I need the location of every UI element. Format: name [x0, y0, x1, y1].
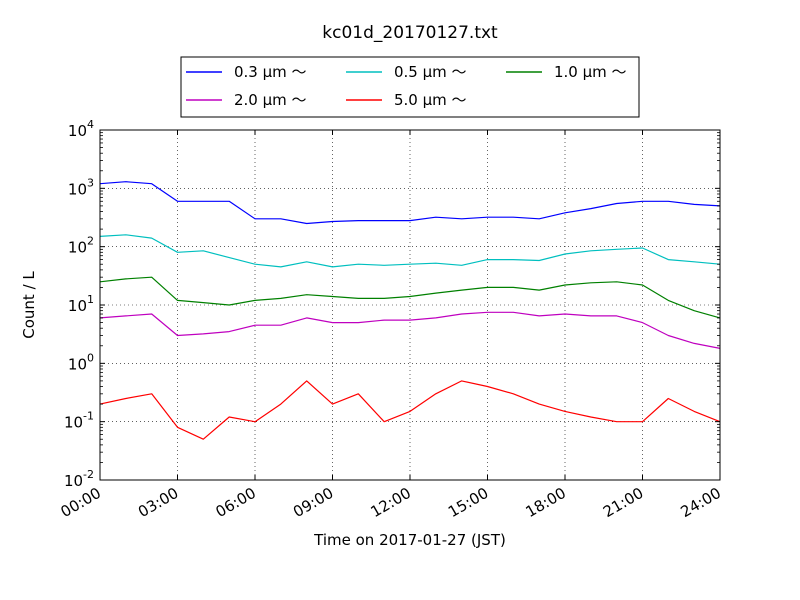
- legend-label-2: 0.5 μm ～: [394, 63, 467, 81]
- y-tick-label: 10-2: [64, 468, 94, 490]
- y-tick-label: 103: [68, 176, 94, 198]
- legend-label-3: 1.0 μm ～: [554, 63, 627, 81]
- legend-label-1: 0.3 μm ～: [234, 63, 307, 81]
- y-tick-label: 102: [68, 235, 94, 257]
- legend: 0.3 μm ～ 0.5 μm ～ 1.0 μm ～ 2.0 μm ～ 5.0 μm ～: [180, 56, 640, 118]
- x-tick-label: 15:00: [445, 484, 491, 521]
- y-tick-label: 104: [68, 118, 94, 140]
- legend-label-4: 2.0 μm ～: [234, 91, 307, 109]
- x-tick-label: 06:00: [213, 484, 259, 521]
- legend-label-5: 5.0 μm ～: [394, 91, 467, 109]
- y-tick-label: 101: [68, 293, 94, 315]
- series-line-4: [99, 311, 721, 349]
- legend-frame: [180, 56, 640, 118]
- series-layer: [99, 181, 721, 440]
- series-line-5: [99, 380, 721, 440]
- x-tick-label: 21:00: [600, 484, 646, 521]
- series-line-1: [99, 181, 721, 225]
- x-tick-label: 09:00: [290, 484, 336, 521]
- y-tick-label: 100: [68, 351, 94, 373]
- y-tick-label: 10-1: [64, 410, 94, 432]
- x-tick-label: 03:00: [135, 484, 181, 521]
- y-axis-label: Count / L: [20, 271, 38, 339]
- x-tick-label: 24:00: [678, 484, 724, 521]
- series-line-2: [99, 234, 721, 268]
- y-axis: 10-2 10-1 100 101 102 103 104: [64, 118, 720, 490]
- x-axis-label: Time on 2017-01-27 (JST): [313, 531, 506, 549]
- chart-title: kc01d_20170127.txt: [322, 23, 498, 43]
- series-line-3: [99, 276, 721, 319]
- grid-lines: [100, 130, 720, 480]
- x-axis: 00:00 03:00 06:00 09:00 12:00 15:00 18:00 21:00…: [58, 130, 724, 521]
- x-tick-label: 18:00: [523, 484, 569, 521]
- x-tick-label: 12:00: [368, 484, 414, 521]
